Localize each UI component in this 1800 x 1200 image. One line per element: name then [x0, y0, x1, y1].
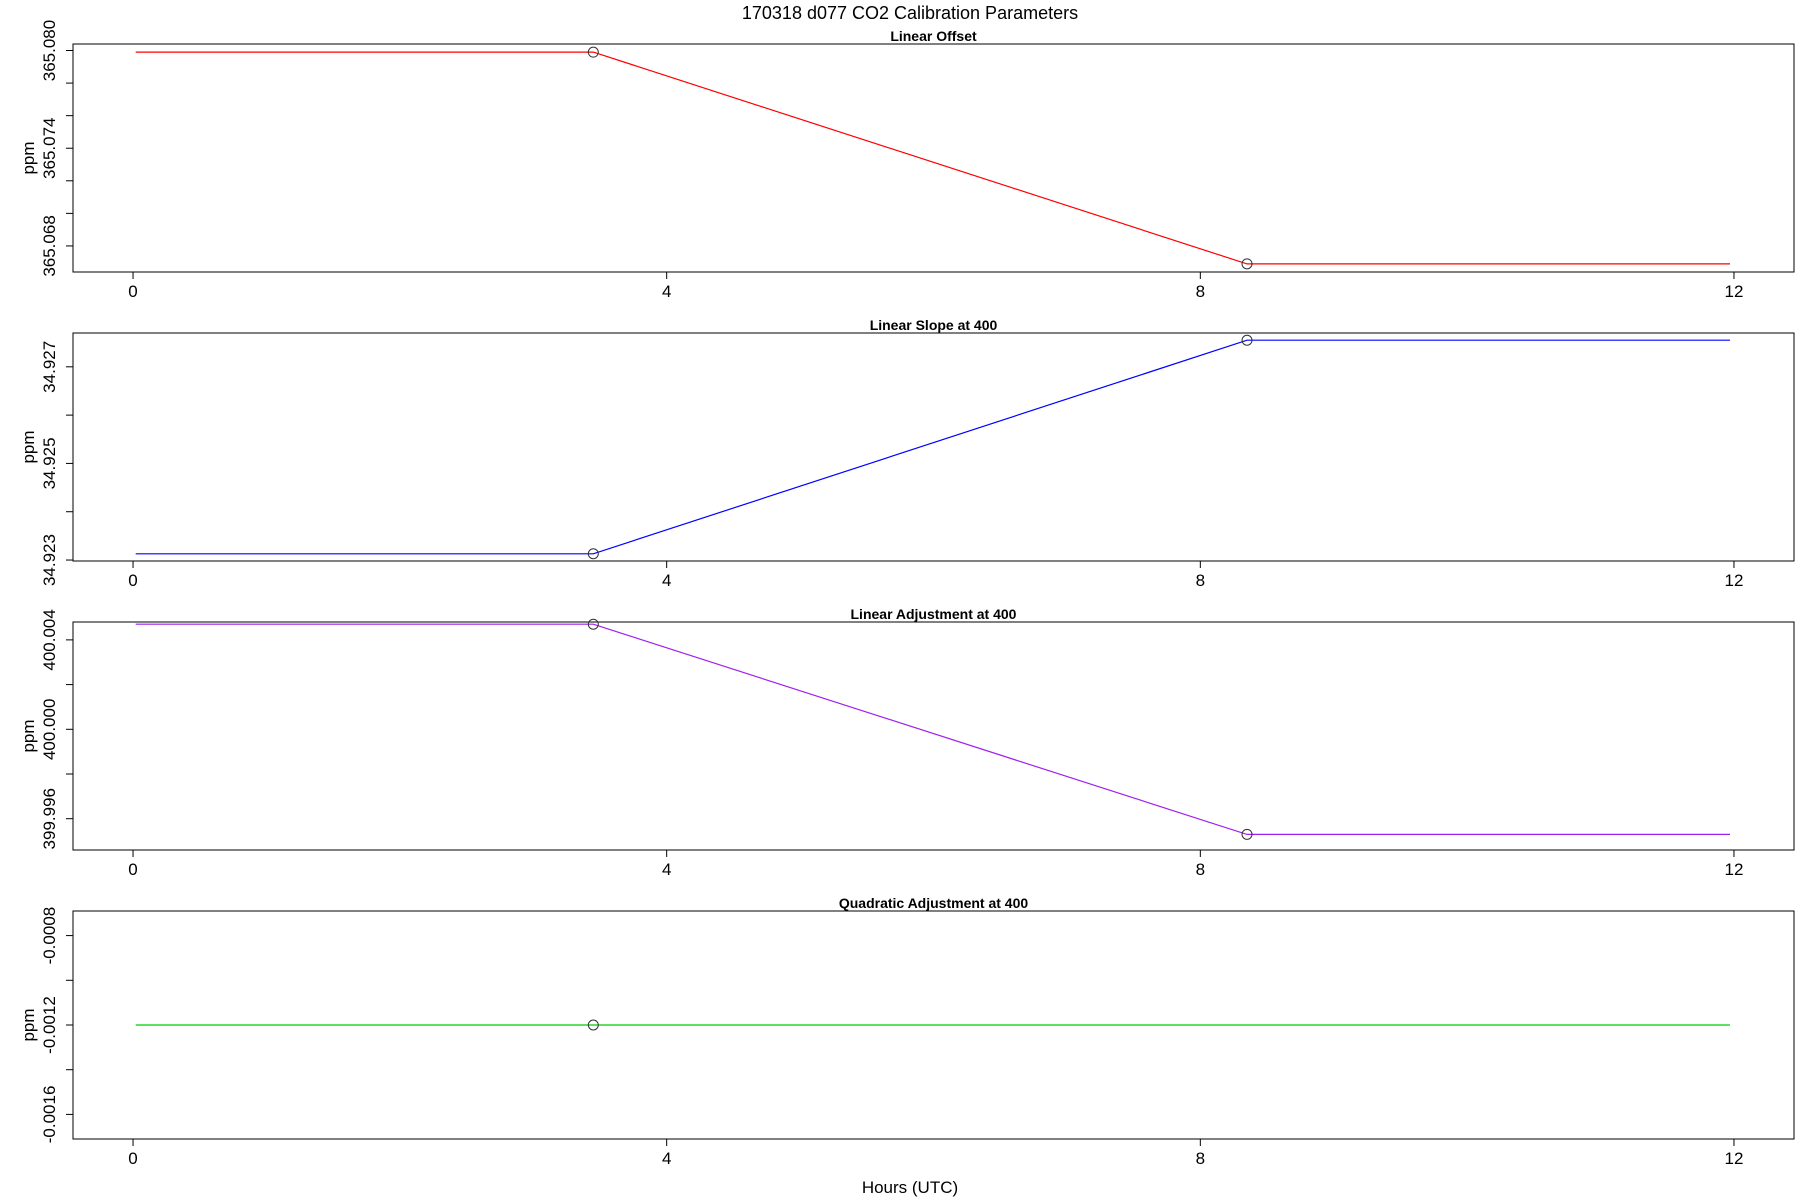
data-point-marker [587, 46, 599, 58]
panel-title: Linear Adjustment at 400 [851, 606, 1017, 622]
plot-frame [72, 621, 1795, 851]
x-tick-label: 4 [662, 1149, 671, 1168]
chart-panel-2: Linear Slope at 400 0 4 8 12 34.923 34.925 34.9… [19, 317, 1795, 590]
panel-title: Linear Slope at 400 [870, 317, 998, 333]
y-axis-label: ppm [19, 141, 38, 174]
x-tick-label: 0 [128, 282, 137, 301]
data-point-marker [587, 618, 599, 630]
y-axis-label: ppm [19, 430, 38, 463]
y-tick-label: -0.0008 [40, 907, 59, 965]
chart-panel-3: Linear Adjustment at 400 0 4 8 12 399.996 400.… [19, 606, 1795, 879]
y-tick-label: 34.925 [40, 437, 59, 489]
y-tick-label: 400.004 [40, 609, 59, 670]
x-tick-label: 12 [1725, 1149, 1744, 1168]
panel-title: Linear Offset [890, 28, 977, 44]
figure-title: 170318 d077 CO2 Calibration Parameters [742, 3, 1078, 23]
data-point-marker [1241, 258, 1253, 270]
x-tick-label: 4 [662, 860, 671, 879]
x-tick-label: 0 [128, 1149, 137, 1168]
y-axis-label: ppm [19, 719, 38, 752]
x-tick-label: 8 [1196, 860, 1205, 879]
data-point-marker [587, 548, 599, 560]
y-tick-label: 34.923 [40, 534, 59, 586]
data-point-marker [1241, 334, 1253, 346]
x-tick-label: 8 [1196, 1149, 1205, 1168]
x-tick-label: 4 [662, 282, 671, 301]
plot-frame [72, 43, 1795, 273]
plot-frame [72, 332, 1795, 562]
y-tick-label: 365.080 [40, 20, 59, 81]
x-tick-label: 0 [128, 571, 137, 590]
y-tick-label: 399.996 [40, 788, 59, 849]
x-tick-label: 12 [1725, 282, 1744, 301]
x-tick-label: 12 [1725, 860, 1744, 879]
y-tick-label: 365.074 [40, 118, 59, 179]
y-tick-label: 34.927 [40, 341, 59, 393]
series-line [135, 623, 1730, 836]
chart-panels: Linear Offset 0 4 8 12 365.068 365.074 365.080 p… [19, 20, 1795, 1168]
series-line [135, 51, 1730, 265]
series-line [135, 339, 1730, 555]
data-point-marker [587, 1019, 599, 1031]
x-tick-label: 12 [1725, 571, 1744, 590]
y-axis-label: ppm [19, 1008, 38, 1041]
y-tick-label: -0.0016 [40, 1086, 59, 1144]
x-axis-label: Hours (UTC) [862, 1178, 958, 1197]
chart-panel-1: Linear Offset 0 4 8 12 365.068 365.074 365.080 p… [19, 20, 1795, 301]
y-tick-label: -0.0012 [40, 996, 59, 1054]
y-tick-label: 400.000 [40, 699, 59, 760]
data-point-marker [1241, 828, 1253, 840]
panel-title: Quadratic Adjustment at 400 [839, 895, 1029, 911]
x-tick-label: 4 [662, 571, 671, 590]
y-tick-label: 365.068 [40, 215, 59, 276]
x-tick-label: 8 [1196, 571, 1205, 590]
x-tick-label: 0 [128, 860, 137, 879]
chart-panel-4: Quadratic Adjustment at 400 0 4 8 12 -0.0016 -… [19, 895, 1795, 1168]
x-tick-label: 8 [1196, 282, 1205, 301]
